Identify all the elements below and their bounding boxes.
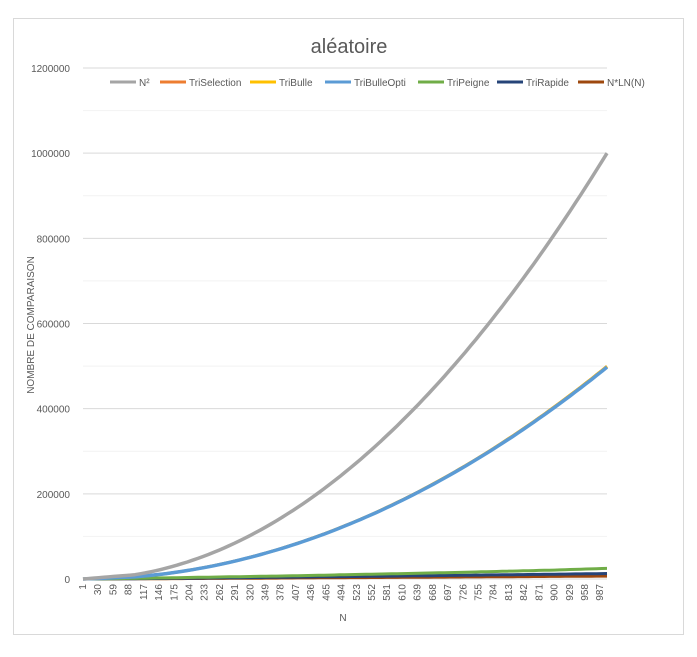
x-tick-label: 175 — [169, 584, 180, 601]
y-tick-label: 600000 — [37, 320, 71, 331]
x-tick-label: 262 — [215, 584, 226, 601]
x-tick-label: 291 — [230, 584, 241, 601]
legend-label: TriRapide — [526, 78, 569, 89]
x-tick-label: 581 — [382, 584, 393, 601]
x-tick-label: 233 — [200, 584, 211, 601]
x-tick-label: 349 — [261, 584, 272, 601]
x-tick-label: 929 — [565, 584, 576, 601]
x-tick-label: 639 — [413, 584, 424, 601]
series-lines — [82, 152, 609, 581]
x-tick-label: 784 — [489, 584, 500, 601]
x-tick-label: 436 — [306, 584, 317, 601]
x-tick-label: 900 — [550, 584, 561, 601]
x-tick-label: 755 — [473, 584, 484, 601]
y-tick-label: 1200000 — [31, 64, 70, 75]
x-tick-label: 465 — [321, 584, 332, 601]
x-tick-label: 407 — [291, 584, 302, 601]
x-tick-label: 30 — [93, 584, 104, 596]
legend-label: N² — [139, 78, 150, 89]
x-tick-label: 871 — [534, 584, 545, 601]
x-axis-ticks: 1 30 59 88 117 146 175 204 233 262 291 320 349 378 407… — [78, 584, 606, 601]
x-tick-label: 378 — [276, 584, 287, 601]
x-tick-label: 552 — [367, 584, 378, 601]
x-tick-label: 697 — [443, 584, 454, 601]
legend-label: N*LN(N) — [607, 78, 645, 89]
series-line-3 — [82, 365, 609, 581]
y-axis-ticks: 0 200000 400000 600000 800000 1000000 1200000 — [31, 64, 70, 586]
x-tick-label: 813 — [504, 584, 515, 601]
x-tick-label: 204 — [184, 584, 195, 601]
gridlines — [83, 67, 607, 580]
legend: N² TriSelection TriBulle TriBulleOpti TriPei… — [110, 78, 645, 89]
y-axis-title: NOMBRE DE COMPARAISON — [26, 256, 37, 394]
x-tick-label: 610 — [397, 584, 408, 601]
y-tick-label: 800000 — [37, 234, 71, 245]
legend-label: TriSelection — [189, 78, 241, 89]
x-tick-label: 668 — [428, 584, 439, 601]
legend-label: TriBulle — [279, 78, 313, 89]
x-tick-label: 1 — [78, 584, 89, 590]
series-line-4 — [82, 566, 608, 581]
x-tick-label: 320 — [245, 584, 256, 601]
y-tick-label: 0 — [64, 575, 70, 586]
legend-label: TriPeigne — [447, 78, 490, 89]
legend-label: TriBulleOpti — [354, 78, 406, 89]
series-line-0 — [82, 152, 609, 581]
y-tick-label: 400000 — [37, 405, 71, 416]
x-tick-label: 726 — [458, 584, 469, 601]
chart-frame — [13, 18, 684, 635]
y-tick-label: 1000000 — [31, 149, 70, 160]
chart-title: aléatoire — [311, 36, 388, 58]
x-axis-title: N — [339, 613, 346, 624]
x-tick-label: 987 — [595, 584, 606, 601]
x-tick-label: 523 — [352, 584, 363, 601]
x-tick-label: 958 — [580, 584, 591, 601]
x-tick-label: 117 — [139, 584, 150, 600]
x-tick-label: 88 — [124, 584, 135, 596]
x-tick-label: 494 — [337, 584, 348, 601]
x-tick-label: 146 — [154, 584, 165, 601]
x-tick-label: 842 — [519, 584, 530, 601]
y-tick-label: 200000 — [37, 490, 71, 501]
x-tick-label: 59 — [108, 584, 119, 596]
